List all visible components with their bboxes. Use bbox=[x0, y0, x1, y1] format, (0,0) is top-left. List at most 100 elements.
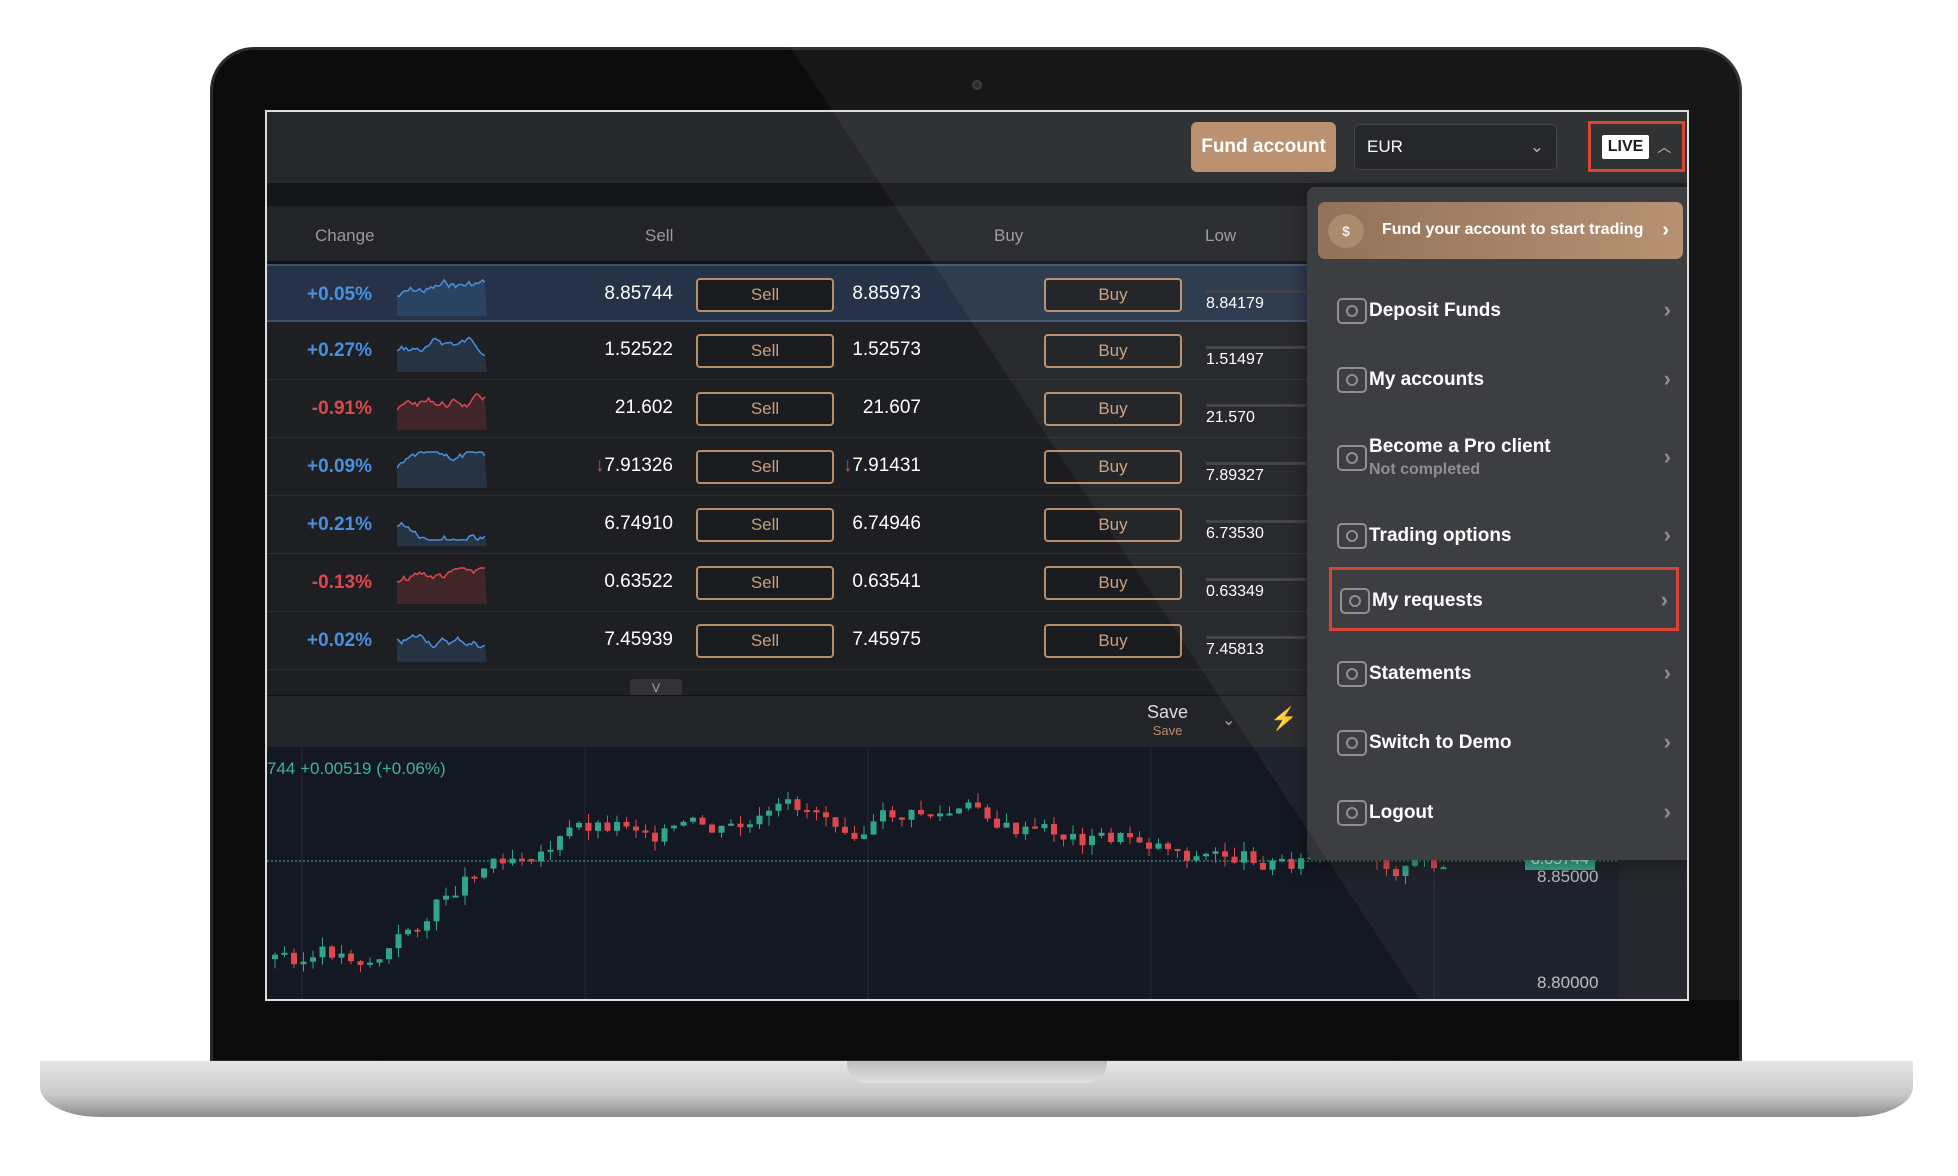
candle bbox=[908, 809, 915, 820]
sparkline bbox=[397, 567, 487, 604]
table-row[interactable]: +0.02% 7.45939 Sell 7.45975 Buy 7.45813 bbox=[267, 612, 1307, 670]
candle bbox=[1022, 826, 1029, 835]
candle bbox=[756, 815, 763, 825]
sparkline bbox=[397, 451, 487, 488]
chevron-down-icon: ⌄ bbox=[1529, 137, 1544, 156]
menu-item-logout[interactable]: Logout › bbox=[1329, 782, 1679, 846]
candle bbox=[405, 929, 411, 935]
buy-button[interactable]: Buy bbox=[1044, 508, 1182, 542]
candle bbox=[1269, 860, 1276, 870]
candle bbox=[642, 830, 649, 833]
sparkline bbox=[397, 521, 487, 546]
candle bbox=[566, 827, 573, 837]
chevron-right-icon: › bbox=[1663, 297, 1671, 322]
table-row[interactable]: +0.21% 6.74910 Sell 6.74946 Buy 6.73530 bbox=[267, 496, 1307, 554]
buy-button[interactable]: Buy bbox=[1044, 450, 1182, 484]
candle bbox=[1098, 832, 1105, 836]
candle bbox=[794, 799, 801, 811]
sell-button[interactable]: Sell bbox=[696, 624, 834, 658]
buy-button[interactable]: Buy bbox=[1044, 624, 1182, 658]
candle bbox=[519, 858, 525, 861]
sell-price: 1.52522 bbox=[604, 339, 673, 360]
account-mode-toggle[interactable]: LIVE ︿ bbox=[1588, 121, 1685, 172]
buy-button[interactable]: Buy bbox=[1044, 334, 1182, 368]
candle bbox=[899, 817, 905, 820]
menu-item-become-a-pro-client[interactable]: Become a Pro client Not completed › bbox=[1329, 427, 1679, 491]
sell-price: 8.85744 bbox=[604, 283, 673, 304]
currency-select[interactable]: EUR ⌄ bbox=[1354, 124, 1557, 170]
save-button[interactable]: Save Save bbox=[1147, 702, 1188, 738]
chevron-right-icon: › bbox=[1660, 587, 1668, 612]
buy-button[interactable]: Buy bbox=[1044, 278, 1182, 312]
y-tick: 8.85000 bbox=[1537, 867, 1599, 886]
candle bbox=[538, 851, 544, 862]
candle bbox=[633, 826, 639, 831]
chevron-down-icon[interactable]: ⌄ bbox=[1222, 712, 1236, 729]
menu-item-my-requests[interactable]: My requests › bbox=[1329, 567, 1679, 631]
candle bbox=[1440, 867, 1447, 870]
candle bbox=[775, 803, 782, 811]
sell-button[interactable]: Sell bbox=[696, 334, 834, 368]
candle bbox=[1288, 858, 1295, 869]
candle bbox=[272, 954, 278, 959]
buy-price: 1.52573 bbox=[852, 339, 921, 360]
menu-item-deposit-funds[interactable]: Deposit Funds › bbox=[1329, 280, 1679, 344]
candlestick-chart bbox=[267, 747, 1687, 999]
buy-button[interactable]: Buy bbox=[1044, 566, 1182, 600]
low-price: 7.45813 bbox=[1206, 636, 1306, 659]
chevron-right-icon: › bbox=[1663, 522, 1671, 547]
chevron-right-icon: › bbox=[1663, 729, 1671, 754]
sell-price: 0.63522 bbox=[604, 571, 673, 592]
menu-item-trading-options[interactable]: Trading options › bbox=[1329, 505, 1679, 569]
menu-item-switch-to-demo[interactable]: Switch to Demo › bbox=[1329, 712, 1679, 776]
sell-price: 21.602 bbox=[614, 397, 673, 418]
chevron-right-icon: › bbox=[1663, 444, 1671, 469]
toggles-icon bbox=[1337, 523, 1367, 549]
candle bbox=[1032, 826, 1038, 829]
buy-price: 0.63541 bbox=[852, 571, 921, 592]
menu-item-statements[interactable]: Statements › bbox=[1329, 643, 1679, 707]
candle bbox=[1146, 842, 1152, 849]
header-low: Low bbox=[1205, 226, 1237, 245]
candle bbox=[880, 810, 886, 822]
candle bbox=[300, 961, 307, 965]
table-row[interactable]: +0.09% ↓7.91326 Sell ↓7.91431 Buy 7.8932… bbox=[267, 438, 1307, 496]
candle bbox=[471, 876, 478, 879]
change-value: +0.27% bbox=[307, 340, 372, 361]
money-bag-icon: $ bbox=[1328, 214, 1364, 248]
table-row[interactable]: +0.05% 8.85744 Sell 8.85973 Buy 8.84179 bbox=[267, 264, 1307, 322]
candle bbox=[813, 810, 820, 813]
buy-button[interactable]: Buy bbox=[1044, 392, 1182, 426]
candle bbox=[557, 836, 563, 850]
candle bbox=[918, 809, 924, 815]
fund-account-button[interactable]: Fund account bbox=[1191, 122, 1336, 172]
candle bbox=[785, 799, 791, 804]
candle bbox=[424, 921, 430, 931]
badge-check-icon bbox=[1337, 445, 1367, 471]
table-row[interactable]: -0.13% 0.63522 Sell 0.63541 Buy 0.63349 bbox=[267, 554, 1307, 612]
table-row[interactable]: +0.27% 1.52522 Sell 1.52573 Buy 1.51497 bbox=[267, 322, 1307, 380]
y-tick: 8.80000 bbox=[1537, 973, 1599, 992]
candle bbox=[1070, 833, 1076, 840]
menu-item-my-accounts[interactable]: My accounts › bbox=[1329, 349, 1679, 413]
sell-button[interactable]: Sell bbox=[696, 278, 834, 312]
candle bbox=[1165, 843, 1171, 850]
fund-account-banner[interactable]: $ Fund your account to start trading › bbox=[1318, 202, 1683, 259]
sell-button[interactable]: Sell bbox=[696, 392, 834, 426]
candle bbox=[851, 832, 858, 839]
expand-chevron-icon[interactable]: V bbox=[630, 679, 682, 697]
candle bbox=[1117, 832, 1124, 843]
sell-button[interactable]: Sell bbox=[696, 566, 834, 600]
table-row[interactable]: -0.91% 21.602 Sell 21.607 Buy 21.570 bbox=[267, 380, 1307, 438]
sell-button[interactable]: Sell bbox=[696, 508, 834, 542]
candle bbox=[1279, 858, 1285, 861]
candle bbox=[1127, 832, 1133, 838]
candle bbox=[680, 821, 687, 826]
candle bbox=[443, 895, 449, 900]
change-value: +0.09% bbox=[307, 456, 372, 477]
quick-search-icon[interactable]: ⚡ bbox=[1270, 706, 1298, 731]
candle bbox=[547, 849, 554, 852]
candle bbox=[1155, 843, 1162, 849]
camera bbox=[972, 80, 982, 90]
sell-button[interactable]: Sell bbox=[696, 450, 834, 484]
